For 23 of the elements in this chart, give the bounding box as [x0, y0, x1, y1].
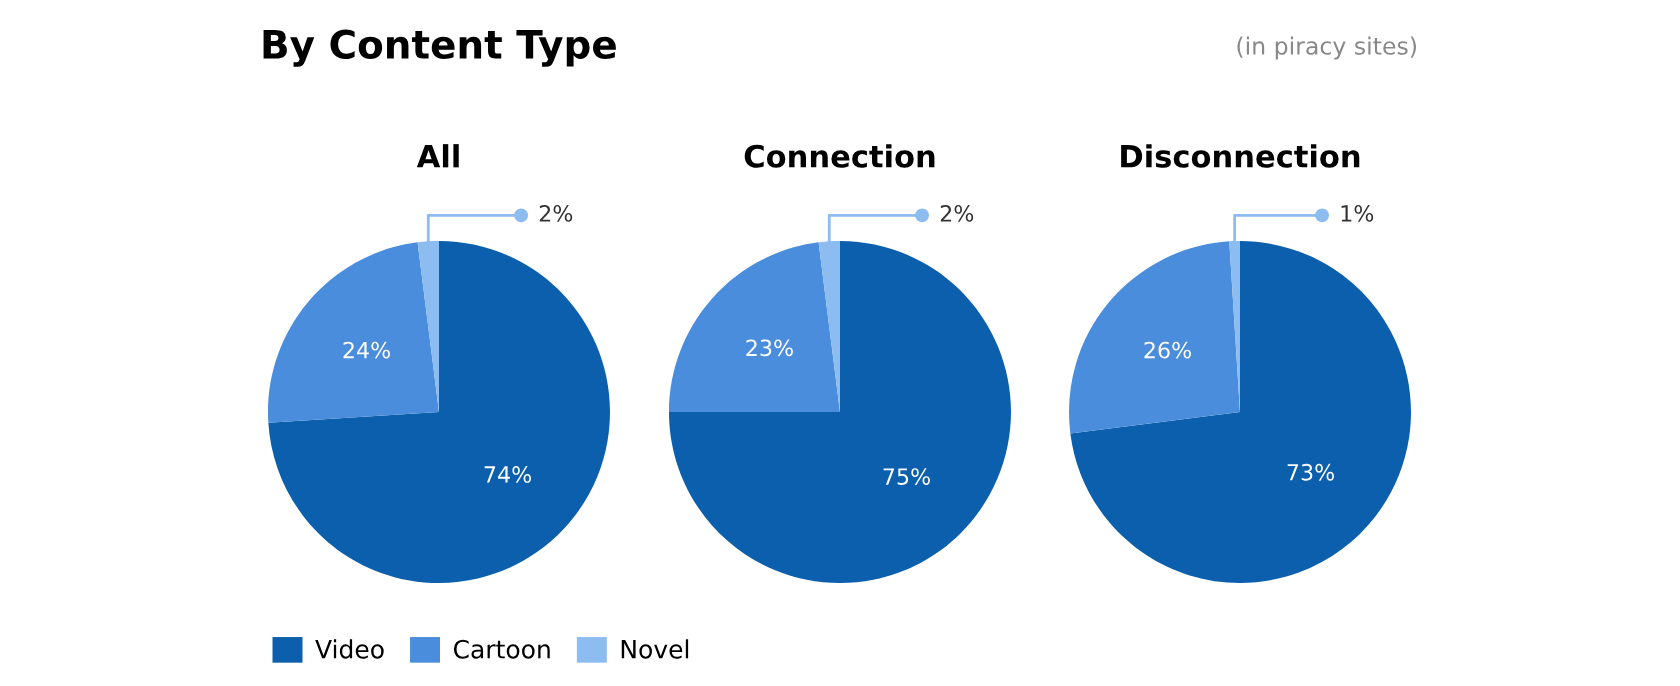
pie-slice	[669, 242, 840, 412]
legend-label: Video	[315, 639, 384, 659]
text: (in piracy sites)	[1237, 36, 1416, 60]
data-label: 2%	[940, 204, 974, 222]
chart-title: All	[416, 144, 459, 168]
data-label: 75%	[883, 468, 930, 485]
data-label: 23%	[746, 339, 793, 357]
legend-label: Cartoon	[453, 639, 550, 659]
legend-label: Novel	[621, 639, 689, 659]
data-label: 24%	[343, 341, 390, 359]
chart-title: Disconnection	[1121, 144, 1360, 168]
data-label: 1%	[1341, 204, 1374, 222]
data-label: 74%	[484, 466, 532, 483]
pie-slice	[268, 242, 439, 423]
chart-title: Connection	[744, 144, 935, 168]
text: By Content Type	[263, 29, 616, 67]
pie-slice	[1070, 241, 1411, 583]
pie-slice	[669, 241, 1011, 583]
data-label: 73%	[1287, 463, 1335, 481]
data-label: 2%	[539, 204, 573, 222]
data-label: 26%	[1144, 341, 1191, 359]
pie-slice	[1069, 241, 1240, 434]
pie-slice	[268, 241, 610, 583]
